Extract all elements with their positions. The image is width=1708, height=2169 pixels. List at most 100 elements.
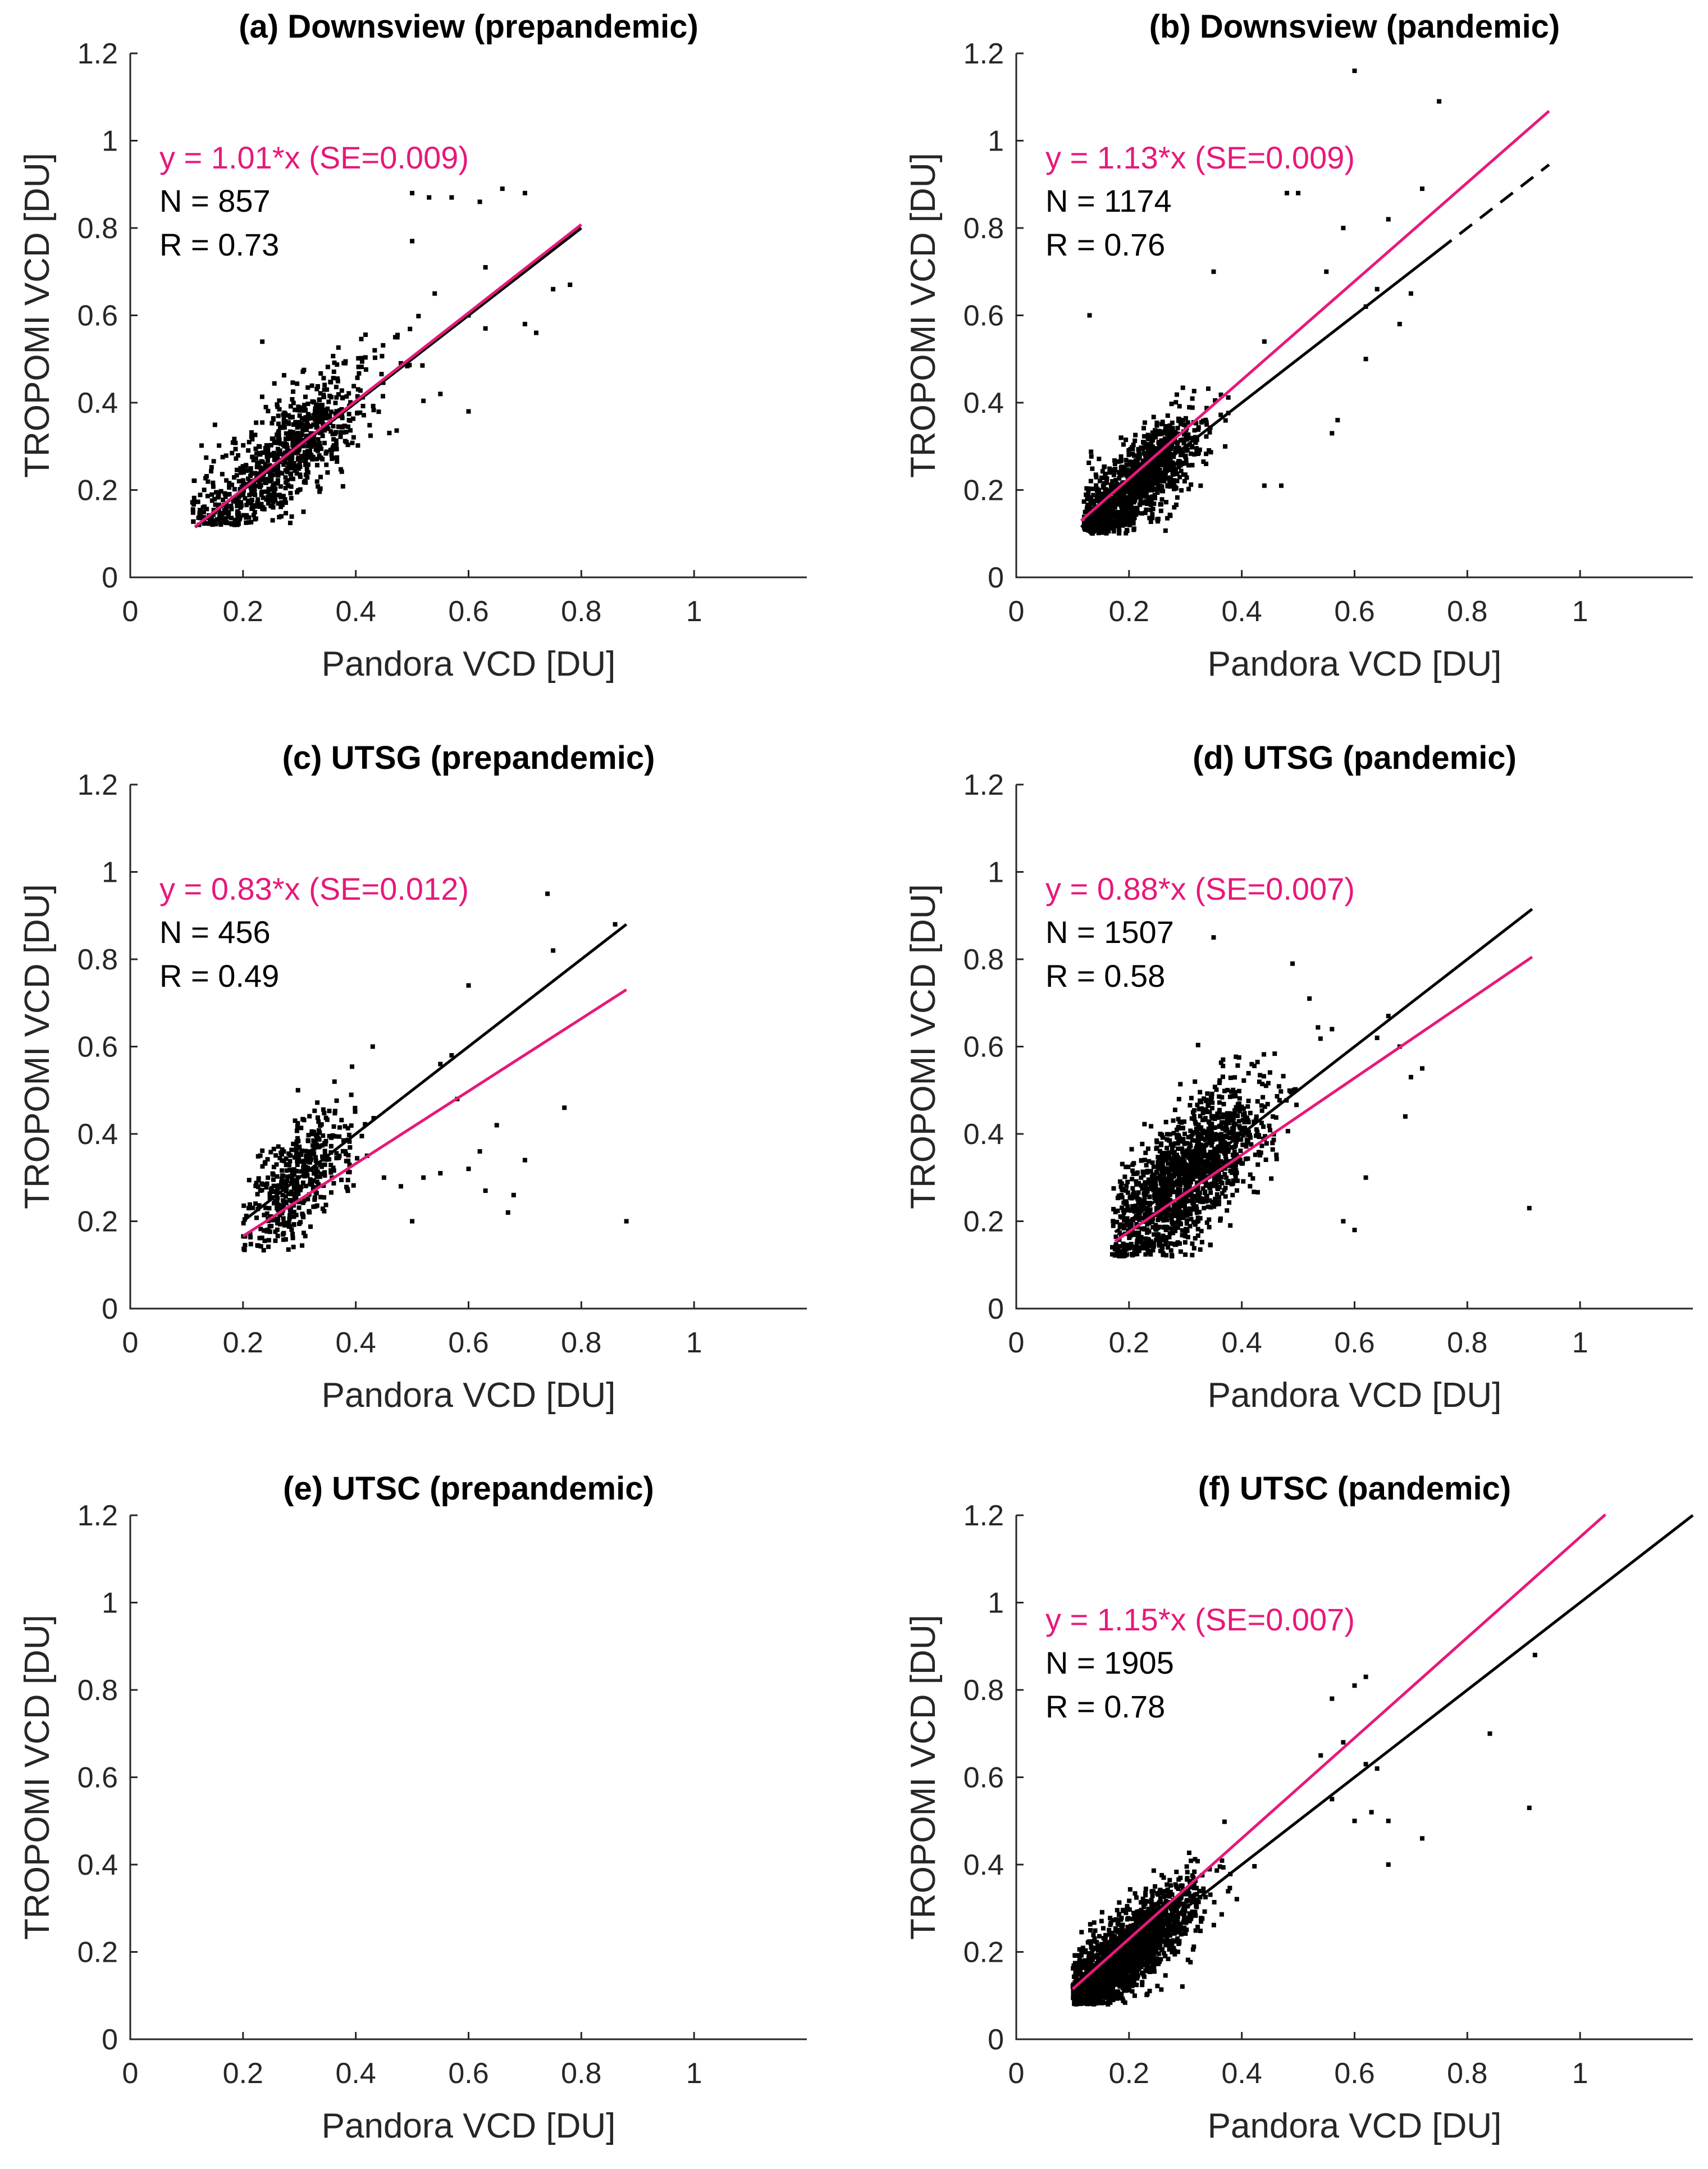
scatter-point bbox=[1131, 498, 1136, 503]
scatter-point bbox=[416, 313, 421, 318]
scatter-point bbox=[1213, 1132, 1218, 1137]
scatter-point bbox=[1158, 485, 1163, 490]
scatter-point bbox=[262, 1213, 267, 1218]
scatter-point bbox=[296, 465, 301, 470]
scatter-point bbox=[1197, 447, 1202, 452]
scatter-point bbox=[1187, 1185, 1192, 1190]
scatter-point bbox=[1109, 513, 1114, 518]
scatter-point bbox=[1217, 1094, 1222, 1099]
scatter-points bbox=[1109, 935, 1532, 1259]
scatter-point bbox=[337, 1154, 342, 1159]
scatter-point bbox=[302, 403, 307, 408]
scatter-point bbox=[1185, 420, 1190, 425]
scatter-point bbox=[284, 480, 289, 485]
scatter-point bbox=[410, 239, 415, 244]
scatter-point bbox=[1162, 1225, 1167, 1230]
scatter-point bbox=[1170, 435, 1175, 440]
y-tick-label: 0.8 bbox=[77, 944, 118, 976]
scatter-point bbox=[315, 412, 320, 417]
scatter-point bbox=[1158, 1131, 1163, 1136]
scatter-point bbox=[1171, 1150, 1176, 1155]
scatter-point bbox=[296, 488, 301, 493]
scatter-point bbox=[370, 1044, 375, 1049]
scatter-point bbox=[1179, 1120, 1184, 1125]
scatter-point bbox=[291, 1203, 296, 1208]
scatter-point bbox=[1140, 1983, 1145, 1988]
scatter-point bbox=[1159, 1141, 1164, 1146]
scatter-point bbox=[244, 503, 249, 508]
scatter-point bbox=[298, 1220, 303, 1225]
scatter-point bbox=[1150, 516, 1155, 521]
scatter-point bbox=[253, 1201, 258, 1206]
scatter-point bbox=[1145, 1214, 1150, 1219]
scatter-point bbox=[1168, 1248, 1173, 1253]
scatter-point bbox=[328, 429, 334, 434]
scatter-point bbox=[1157, 440, 1162, 445]
scatter-point bbox=[209, 498, 214, 503]
scatter-point bbox=[1204, 1137, 1209, 1142]
scatter-point bbox=[1212, 1899, 1217, 1904]
x-tick-label: 1 bbox=[1572, 1327, 1588, 1359]
scatter-point bbox=[1247, 1133, 1252, 1138]
scatter-point bbox=[272, 381, 277, 386]
scatter-point bbox=[236, 499, 241, 504]
scatter-point bbox=[1148, 462, 1153, 467]
scatter-point bbox=[266, 1244, 271, 1249]
scatter-point bbox=[1203, 1129, 1208, 1134]
scatter-point bbox=[1165, 413, 1170, 418]
scatter-point bbox=[316, 484, 321, 489]
scatter-point bbox=[331, 1124, 336, 1129]
scatter-point bbox=[1221, 1057, 1226, 1062]
x-tick-label: 0.6 bbox=[1334, 595, 1374, 628]
scatter-point bbox=[1105, 503, 1110, 508]
scatter-point bbox=[308, 423, 313, 429]
scatter-point bbox=[1225, 1208, 1230, 1213]
scatter-point bbox=[1154, 1237, 1159, 1242]
scatter-point bbox=[1164, 1166, 1170, 1171]
scatter-point bbox=[1163, 467, 1168, 472]
scatter-point bbox=[290, 1178, 295, 1183]
scatter-point bbox=[252, 509, 257, 514]
scatter-point bbox=[1171, 462, 1176, 467]
scatter-point bbox=[1255, 1060, 1260, 1065]
scatter-point bbox=[323, 1115, 328, 1120]
scatter-point bbox=[296, 420, 302, 425]
scatter-point bbox=[269, 503, 274, 508]
reference-line bbox=[242, 923, 628, 1223]
scatter-point bbox=[311, 1171, 316, 1176]
scatter-point bbox=[351, 435, 356, 440]
scatter-point bbox=[1117, 476, 1122, 481]
scatter-point bbox=[1150, 512, 1155, 517]
scatter-point bbox=[275, 481, 280, 486]
scatter-point bbox=[399, 1184, 403, 1189]
scatter-point bbox=[253, 503, 258, 508]
scatter-point bbox=[1212, 1158, 1217, 1163]
scatter-point bbox=[199, 443, 204, 448]
scatter-point bbox=[1200, 1110, 1205, 1115]
scatter-point bbox=[1106, 519, 1111, 524]
scatter-point bbox=[1115, 519, 1120, 524]
scatter-point bbox=[1264, 1141, 1269, 1146]
scatter-point bbox=[1131, 468, 1136, 473]
scatter-point bbox=[1232, 1165, 1237, 1170]
scatter-point bbox=[281, 412, 286, 417]
scatter-point bbox=[322, 387, 327, 392]
scatter-point bbox=[335, 455, 340, 460]
scatter-point bbox=[1147, 467, 1152, 472]
scatter-point bbox=[1228, 1129, 1233, 1134]
scatter-point bbox=[299, 1125, 304, 1131]
scatter-point bbox=[1198, 1216, 1203, 1221]
scatter-point bbox=[1148, 507, 1153, 512]
scatter-point bbox=[371, 1115, 376, 1120]
scatter-point bbox=[1236, 1131, 1241, 1136]
scatter-point bbox=[1133, 491, 1138, 496]
scatter-point bbox=[438, 391, 443, 397]
scatter-point bbox=[356, 364, 361, 370]
scatter-point bbox=[1199, 1196, 1204, 1201]
scatter-point bbox=[405, 363, 410, 368]
scatter-point bbox=[367, 423, 372, 428]
scatter-point bbox=[1167, 1878, 1172, 1883]
scatter-point bbox=[289, 1192, 294, 1197]
scatter-point bbox=[305, 1197, 310, 1202]
scatter-point bbox=[1209, 1122, 1214, 1127]
